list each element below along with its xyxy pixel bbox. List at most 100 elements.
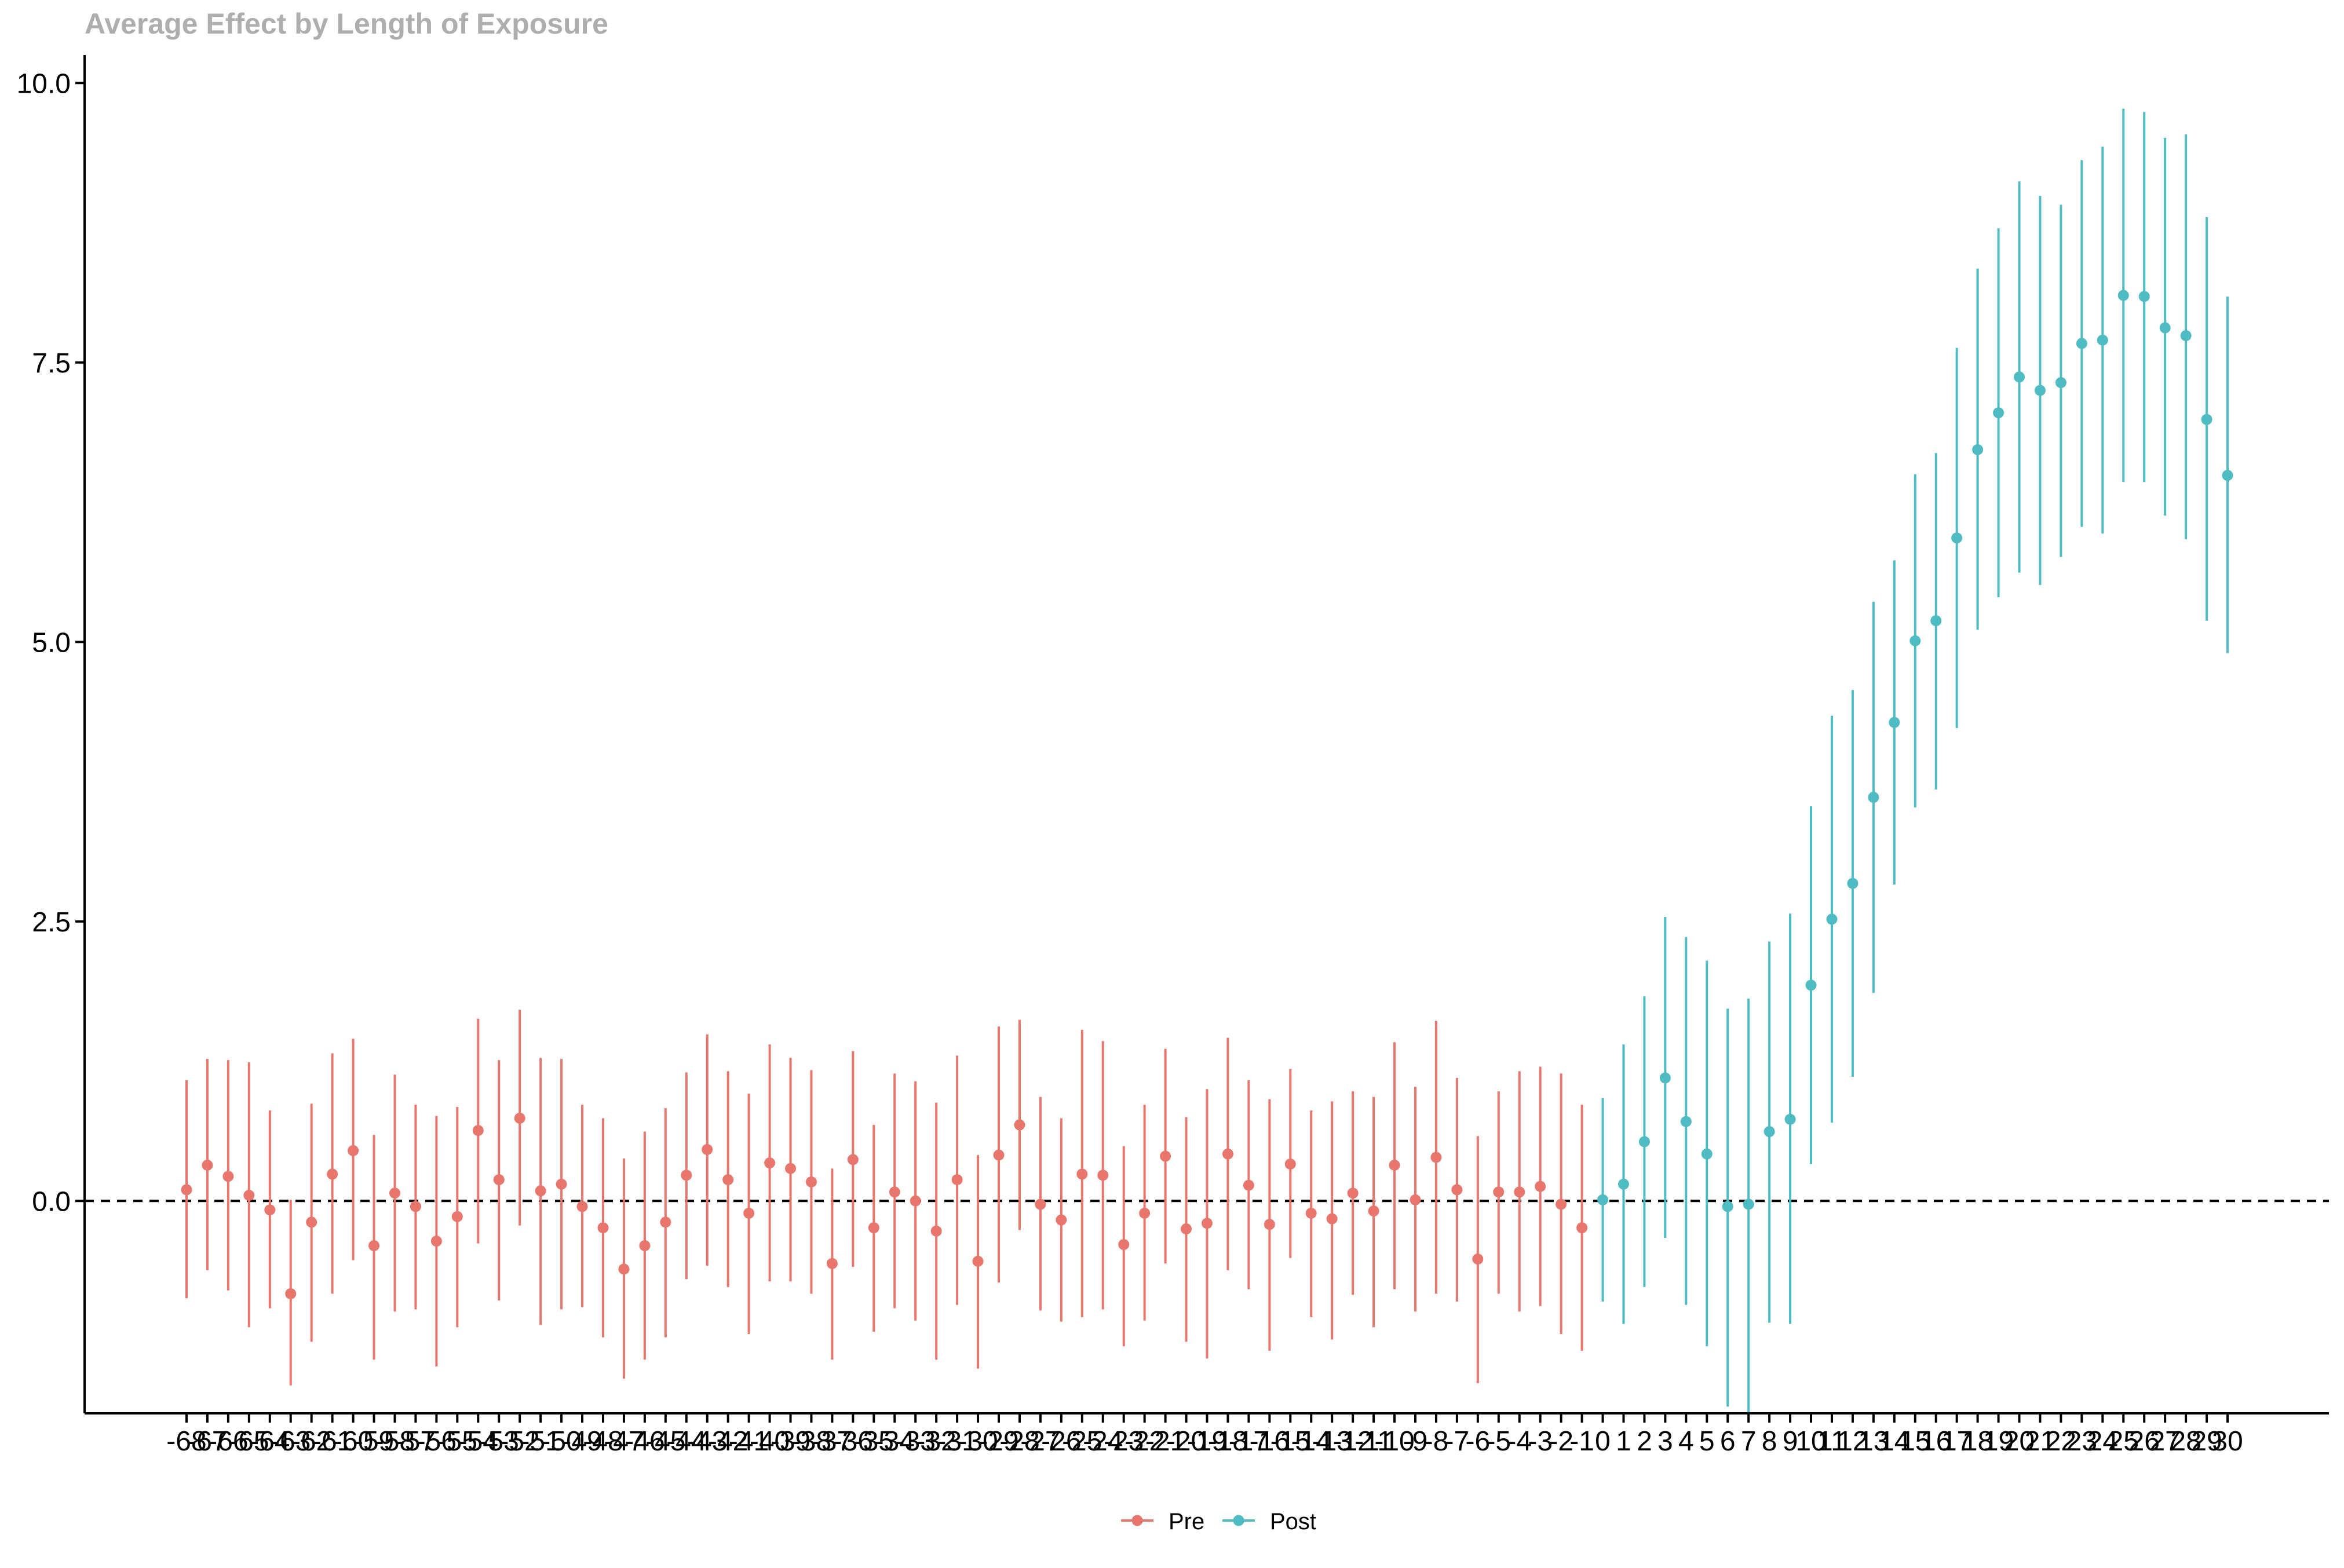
data-point: [597, 1222, 609, 1234]
data-point: [1847, 878, 1859, 889]
data-point: [2201, 414, 2212, 425]
x-tick-label: -53: [479, 1426, 519, 1457]
x-tick-label: 16: [1921, 1426, 1951, 1457]
x-tick-label: 28: [2170, 1426, 2201, 1457]
data-point: [2117, 290, 2129, 301]
data-point: [1347, 1187, 1359, 1199]
x-tick-labels-group: -68-67-66-65-64-63-62-61-60-59-58-57-56-…: [166, 1413, 2243, 1457]
x-tick-label: -20: [1166, 1426, 1206, 1457]
x-tick-label: -48: [583, 1426, 623, 1457]
data-point: [1202, 1218, 1213, 1229]
data-point: [1160, 1150, 1171, 1162]
data-point: [2097, 334, 2108, 346]
x-tick-label: -29: [979, 1426, 1018, 1457]
data-point: [2034, 385, 2046, 396]
data-point: [285, 1288, 297, 1299]
chart-title: Average Effect by Length of Exposure: [85, 8, 608, 40]
data-point: [1638, 1136, 1650, 1147]
y-tick-label: 5.0: [32, 627, 71, 658]
x-tick-label: -12: [1332, 1426, 1372, 1457]
x-tick-label: 1: [1616, 1426, 1631, 1457]
x-tick-label: -31: [937, 1426, 977, 1457]
x-tick-label: -41: [729, 1426, 769, 1457]
x-tick-label: -17: [1229, 1426, 1269, 1457]
data-point: [1181, 1223, 1192, 1235]
data-point: [1493, 1186, 1505, 1198]
x-tick-label: -24: [1083, 1426, 1123, 1457]
x-tick-label: -32: [916, 1426, 956, 1457]
x-tick-label: -16: [1250, 1426, 1290, 1457]
data-point: [743, 1208, 755, 1219]
data-point: [1368, 1205, 1379, 1217]
x-tick-label: -3: [1528, 1426, 1553, 1457]
x-tick-label: -54: [458, 1426, 498, 1457]
x-tick-label: -21: [1145, 1426, 1185, 1457]
x-tick-label: -56: [417, 1426, 457, 1457]
x-tick-label: -23: [1104, 1426, 1144, 1457]
x-tick-label: -66: [208, 1426, 248, 1457]
x-tick-label: -42: [708, 1426, 748, 1457]
y-tick-label: 10.0: [17, 68, 71, 99]
x-tick-label: -63: [271, 1426, 311, 1457]
data-point: [430, 1236, 442, 1247]
x-tick-label: -10: [1374, 1426, 1414, 1457]
x-tick-label: -35: [854, 1426, 894, 1457]
data-point: [722, 1174, 734, 1186]
data-point: [202, 1160, 213, 1171]
x-tick-label: -68: [166, 1426, 206, 1457]
data-point: [1243, 1179, 1254, 1191]
x-tick-label: 5: [1699, 1426, 1715, 1457]
data-point: [702, 1144, 713, 1156]
data-point: [2014, 371, 2025, 383]
x-tick-label: -30: [958, 1426, 998, 1457]
x-tick-label: -13: [1312, 1426, 1352, 1457]
x-tick-label: -61: [312, 1426, 352, 1457]
data-point: [1680, 1116, 1692, 1127]
x-tick-label: -25: [1062, 1426, 1102, 1457]
x-tick-label: -39: [771, 1426, 810, 1457]
x-tick-label: 23: [2066, 1426, 2097, 1457]
x-tick-label: -40: [750, 1426, 790, 1457]
legend-marker-pre: [1131, 1515, 1143, 1526]
x-tick-label: 0: [1595, 1426, 1611, 1457]
legend-label-post: Post: [1270, 1509, 1316, 1534]
x-tick-label: -36: [833, 1426, 873, 1457]
x-tick-label: -49: [562, 1426, 602, 1457]
x-tick-label: -11: [1354, 1426, 1393, 1457]
x-tick-label: -57: [396, 1426, 436, 1457]
x-tick-label: -8: [1424, 1426, 1449, 1457]
data-point: [951, 1174, 963, 1186]
legend: Pre Post: [1121, 1509, 1316, 1534]
x-tick-label: -34: [875, 1426, 915, 1457]
x-tick-label: -50: [541, 1426, 581, 1457]
data-point: [1556, 1198, 1567, 1210]
data-point: [1535, 1180, 1546, 1192]
data-point: [472, 1125, 484, 1136]
data-point: [1118, 1239, 1130, 1251]
x-tick-label: 24: [2087, 1426, 2118, 1457]
x-tick-label: -4: [1507, 1426, 1532, 1457]
x-tick-label: 13: [1858, 1426, 1889, 1457]
x-tick-label: 22: [2046, 1426, 2076, 1457]
x-tick-label: -15: [1270, 1426, 1310, 1457]
x-tick-label: -5: [1486, 1426, 1511, 1457]
data-point: [639, 1240, 651, 1251]
data-point: [1305, 1208, 1317, 1219]
data-point: [972, 1256, 984, 1267]
x-tick-label: 21: [2025, 1426, 2055, 1457]
data-point: [1097, 1169, 1109, 1181]
x-tick-label: -62: [291, 1426, 331, 1457]
x-tick-label: -64: [250, 1426, 290, 1457]
x-tick-label: -9: [1403, 1426, 1428, 1457]
x-tick-label: -37: [812, 1426, 852, 1457]
x-tick-label: -1: [1569, 1426, 1594, 1457]
x-tick-label: -6: [1465, 1426, 1490, 1457]
data-point: [348, 1145, 359, 1156]
data-point: [660, 1216, 671, 1228]
data-point: [1014, 1119, 1025, 1131]
data-point: [1909, 635, 1921, 646]
x-tick-label: -51: [520, 1426, 560, 1457]
x-tick-label: 20: [2004, 1426, 2035, 1457]
x-tick-label: -19: [1187, 1426, 1227, 1457]
x-tick-label: 19: [1983, 1426, 2014, 1457]
